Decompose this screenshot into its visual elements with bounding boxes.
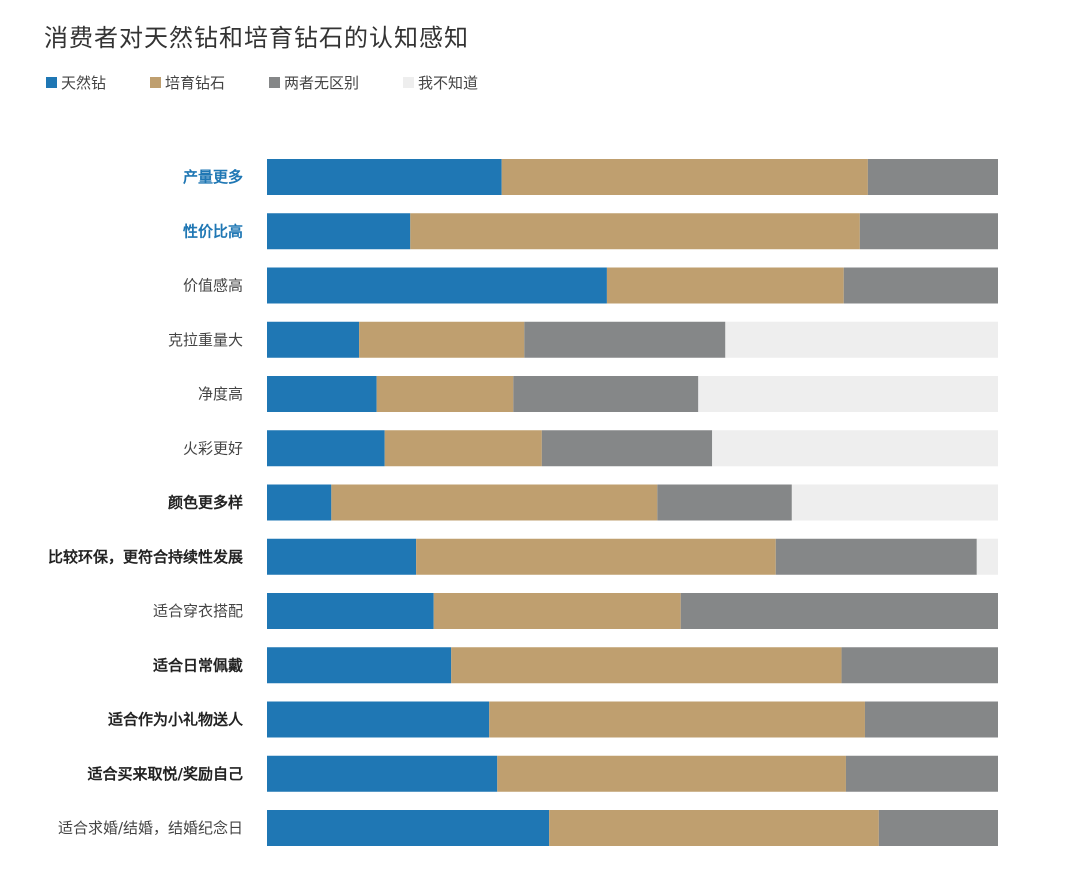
bar-segment xyxy=(859,213,998,250)
category-label: 适合买来取悦/奖励自己 xyxy=(88,765,243,783)
bar-segment xyxy=(878,810,998,846)
category-label: 适合求婚/结婚，结婚纪念日 xyxy=(58,819,243,837)
bar-segment xyxy=(680,593,998,629)
bar-segment xyxy=(267,213,411,250)
bar-segment xyxy=(501,159,868,195)
bar-segment xyxy=(416,538,776,575)
category-label: 颜色更多样 xyxy=(168,494,243,512)
bar-segment xyxy=(267,593,434,629)
bar-segment xyxy=(359,321,525,358)
bar-segment xyxy=(524,321,726,358)
bar-segment xyxy=(267,755,498,792)
bar-segment xyxy=(267,538,417,575)
bar-segment xyxy=(267,484,332,521)
category-label: 适合作为小礼物送人 xyxy=(108,711,244,729)
legend-label: 培育钻石 xyxy=(165,74,226,92)
bar-segment xyxy=(976,538,998,575)
bar-segment xyxy=(267,159,502,195)
legend-swatch xyxy=(269,77,281,88)
bar-segment xyxy=(606,267,844,304)
bar-segment xyxy=(841,647,998,684)
bar-segment xyxy=(549,810,879,846)
legend-item: 两者无区别 xyxy=(269,72,359,93)
legend-item: 天然钻 xyxy=(46,72,106,93)
bar-segment xyxy=(541,430,713,467)
category-label: 适合日常佩戴 xyxy=(153,656,243,674)
bar-segment xyxy=(267,376,377,412)
category-label: 产量更多 xyxy=(183,168,243,186)
bar-segment xyxy=(376,376,514,412)
legend-label: 我不知道 xyxy=(418,74,479,92)
bar-segment xyxy=(791,484,998,521)
bar-segment xyxy=(657,484,792,521)
legend-item: 我不知道 xyxy=(403,72,478,93)
bar-segment xyxy=(267,810,550,846)
legend: 天然钻 培育钻石 两者无区别 我不知道 xyxy=(46,72,522,93)
bar-segment xyxy=(410,213,860,250)
chart-title: 消费者对天然钻和培育钻石的认知感知 xyxy=(44,24,469,52)
category-label: 性价比高 xyxy=(183,222,243,240)
bar-segment xyxy=(489,701,865,738)
bar-segment xyxy=(864,701,998,738)
bar-segment xyxy=(843,267,998,304)
legend-swatch xyxy=(150,77,162,88)
bar-segment xyxy=(712,430,998,467)
legend-label: 天然钻 xyxy=(61,74,107,92)
category-label: 净度高 xyxy=(198,385,243,403)
bar-segment xyxy=(698,376,998,412)
bar-segment xyxy=(267,647,452,684)
bar-segment xyxy=(267,321,360,358)
legend-swatch xyxy=(403,77,415,88)
category-label: 适合穿衣搭配 xyxy=(153,602,243,620)
category-label: 克拉重量大 xyxy=(168,331,243,349)
legend-item: 培育钻石 xyxy=(150,72,225,93)
bar-segment xyxy=(775,538,977,575)
bar-segment xyxy=(845,755,998,792)
category-label: 火彩更好 xyxy=(183,439,243,457)
legend-swatch xyxy=(46,77,57,88)
bar-segment xyxy=(267,701,490,738)
bar-segment xyxy=(267,267,607,304)
legend-label: 两者无区别 xyxy=(284,74,360,92)
bar-segment xyxy=(867,159,998,195)
category-label: 价值感高 xyxy=(183,277,243,295)
bar-segment xyxy=(331,484,658,521)
bar-segment xyxy=(513,376,699,412)
bar-segment xyxy=(497,755,846,792)
bar-segment xyxy=(725,321,998,358)
bar-segment xyxy=(451,647,842,684)
bar-segment xyxy=(384,430,542,467)
category-label: 比较环保，更符合持续性发展 xyxy=(48,548,243,566)
bar-segment xyxy=(433,593,681,629)
bar-segment xyxy=(267,430,385,467)
